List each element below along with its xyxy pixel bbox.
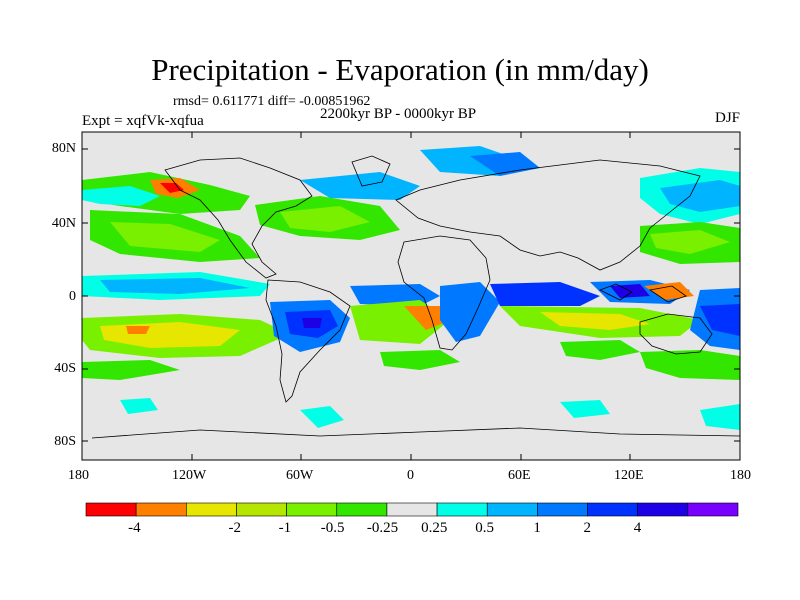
- colorbar-label: -1: [278, 520, 292, 536]
- colorbar-label: 4: [633, 520, 642, 536]
- field-patch: [640, 350, 740, 380]
- colorbar-swatch: [186, 502, 237, 517]
- colorbar-label: -0.25: [366, 520, 399, 536]
- colorbar-swatch: [286, 502, 338, 517]
- field-patch: [120, 398, 158, 414]
- stats-text: rmsd= 0.611771 diff= -0.00851962: [173, 94, 371, 109]
- field-patch: [160, 183, 184, 193]
- field-patch: [100, 278, 250, 294]
- lat-tick-label: 80N: [51, 141, 76, 156]
- period-text: 2200kyr BP - 0000kyr BP: [320, 106, 477, 122]
- lon-tick-label: 120W: [172, 468, 207, 483]
- map-title: Precipitation - Evaporation (in mm/day): [151, 52, 649, 87]
- colorbar-label: 1: [533, 520, 541, 536]
- field-patch: [126, 326, 150, 334]
- lon-tick-label: 60E: [508, 468, 531, 483]
- lon-tick-label: 180: [68, 468, 89, 483]
- field-patch: [540, 312, 650, 330]
- field-patch: [302, 318, 322, 328]
- colorbar-swatch: [336, 502, 388, 517]
- coastlines: [91, 155, 740, 439]
- field-patch: [490, 282, 600, 306]
- lon-tick-label: 180: [730, 468, 751, 483]
- field-patch: [280, 206, 370, 232]
- field-patch: [404, 306, 446, 330]
- colorbar: [85, 502, 739, 517]
- field-patch: [300, 172, 420, 200]
- field-patch: [82, 360, 180, 380]
- colorbar-swatch: [135, 502, 187, 517]
- field-patch: [380, 350, 460, 370]
- colorbar-label: 0.25: [421, 520, 448, 536]
- colorbar-swatch: [236, 502, 287, 517]
- lat-tick-label: 40S: [54, 361, 76, 376]
- lat-tick-label: 0: [69, 289, 76, 304]
- lat-tick-label: 80S: [54, 434, 76, 449]
- field-patch: [440, 282, 500, 342]
- colorbar-swatch: [85, 502, 137, 517]
- colorbar-label: 2: [583, 520, 592, 536]
- lat-tick-label: 40N: [51, 216, 76, 231]
- colorbar-label: -0.5: [320, 520, 345, 536]
- lon-tick-label: 60W: [286, 468, 314, 483]
- lon-tick-label: 0: [407, 468, 414, 483]
- colorbar-swatch: [486, 502, 538, 517]
- colorbar-label: -2: [228, 520, 241, 536]
- field-patch: [110, 222, 220, 252]
- season-label: DJF: [714, 110, 740, 126]
- field-patch: [644, 282, 694, 300]
- colorbar-label: -4: [128, 520, 141, 536]
- field-patch: [700, 304, 740, 336]
- colorbar-swatch: [436, 502, 488, 517]
- field-patch: [560, 400, 610, 418]
- field-patch: [700, 404, 740, 430]
- field-patch: [650, 230, 730, 254]
- colorbar-swatch: [537, 502, 588, 517]
- colorbar-label: 0.5: [475, 520, 494, 536]
- field-patch: [300, 406, 344, 428]
- axis-ticks: [81, 132, 741, 460]
- field-patch: [560, 340, 640, 360]
- colorbar-swatch: [587, 502, 638, 517]
- colorbar-swatch: [386, 502, 438, 517]
- map-field: [82, 132, 740, 460]
- field-patch: [82, 186, 160, 206]
- lon-tick-label: 120E: [614, 468, 644, 483]
- colorbar-swatch: [637, 502, 689, 517]
- experiment-label: Expt = xqfVk-xqfua: [82, 113, 204, 129]
- colorbar-swatch: [687, 502, 739, 517]
